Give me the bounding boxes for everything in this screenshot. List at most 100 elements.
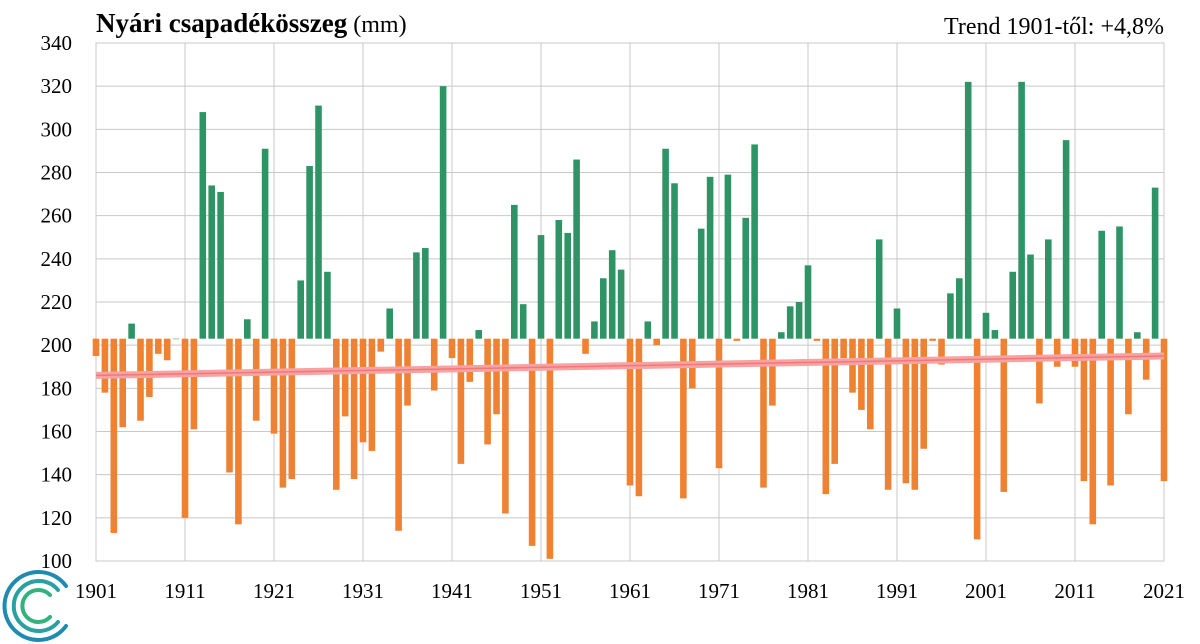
- trend-annotation: Trend 1901-től: +4,8%: [944, 14, 1164, 40]
- bar-1932: [368, 338, 376, 451]
- bar-1919: [252, 338, 260, 421]
- bar-1951: [537, 235, 545, 339]
- bar-1906: [137, 338, 144, 421]
- chart-title: Nyári csapadékösszeg (mm): [96, 8, 407, 38]
- x-tick-label-1971: 1971: [698, 579, 740, 603]
- bar-2014: [1098, 230, 1105, 339]
- bar-1939: [430, 338, 438, 391]
- bar-1922: [279, 338, 287, 488]
- plot-border: [95, 42, 1165, 562]
- bar-2005: [1018, 81, 1025, 339]
- bar-1958: [600, 278, 607, 339]
- bar-1959: [608, 250, 616, 339]
- bar-1995: [929, 338, 936, 341]
- y-tick-label-280: 280: [41, 161, 73, 185]
- bar-1918: [244, 319, 251, 339]
- y-tick-label-120: 120: [41, 506, 73, 530]
- y-tick-label-300: 300: [41, 117, 73, 141]
- x-tick-label-1951: 1951: [520, 579, 562, 603]
- y-tick-label-240: 240: [41, 247, 73, 271]
- bar-1991: [893, 308, 901, 339]
- bar-1941: [448, 338, 456, 359]
- bar-1978: [778, 332, 785, 339]
- bar-1972: [724, 174, 732, 339]
- y-axis-ticks: 100 120 140 160 180 200 220 240 260 280 300 320 340: [41, 31, 73, 573]
- bar-1929: [341, 338, 349, 417]
- bar-1942: [457, 338, 465, 464]
- bar-1998: [956, 278, 963, 339]
- bar-2017: [1125, 338, 1132, 415]
- bar-2008: [1045, 239, 1052, 339]
- x-tick-label-1961: 1961: [609, 579, 651, 603]
- bar-1904: [119, 338, 126, 428]
- bar-1977: [769, 338, 776, 406]
- bar-1953: [555, 219, 563, 339]
- bar-1945: [484, 338, 491, 445]
- y-tick-label-200: 200: [41, 333, 73, 357]
- bar-1974: [742, 217, 749, 339]
- bar-1933: [377, 338, 385, 352]
- bar-1913: [199, 112, 207, 339]
- x-tick-label-1921: 1921: [253, 579, 295, 603]
- bar-1966: [671, 183, 678, 339]
- bar-1916: [226, 338, 233, 473]
- bar-1988: [867, 338, 874, 430]
- bar-1973: [733, 338, 741, 341]
- bar-1935: [395, 338, 402, 531]
- bar-1986: [849, 338, 856, 393]
- bar-2002: [991, 330, 999, 339]
- bar-1993: [911, 338, 919, 490]
- bar-2021: [1160, 338, 1168, 482]
- bar-1908: [155, 338, 162, 354]
- bar-1940: [439, 86, 447, 339]
- bar-1964: [653, 338, 660, 346]
- bar-1969: [697, 228, 705, 339]
- bar-2018: [1134, 332, 1141, 339]
- bar-2003: [1000, 338, 1008, 492]
- x-tick-label-2011: 2011: [1054, 579, 1095, 603]
- x-tick-label-1931: 1931: [342, 579, 384, 603]
- bar-1909: [163, 338, 171, 361]
- bar-1979: [786, 306, 794, 339]
- y-tick-label-220: 220: [41, 290, 73, 314]
- x-tick-label-1901: 1901: [75, 579, 117, 603]
- bar-1970: [706, 176, 714, 339]
- logo-arc-inner: [20, 588, 52, 624]
- bar-1943: [466, 338, 474, 382]
- bar-1983: [822, 338, 830, 495]
- bar-series: [92, 81, 1168, 559]
- chart-title-text: Nyári csapadékösszeg: [96, 8, 348, 38]
- bar-1956: [582, 338, 589, 354]
- bar-1976: [760, 338, 767, 488]
- x-tick-label-2001: 2001: [965, 579, 1007, 603]
- bar-1985: [840, 338, 847, 359]
- bar-1947: [502, 338, 509, 514]
- x-tick-label-1991: 1991: [876, 579, 918, 603]
- bar-1924: [297, 280, 304, 339]
- bar-1996: [938, 338, 945, 365]
- bar-2007: [1036, 338, 1043, 404]
- x-axis-ticks: 1901 1911 1921 1931 1941 1951 1961 1971 1981 1991…: [75, 579, 1185, 603]
- bar-1928: [333, 338, 340, 490]
- y-tick-label-160: 160: [41, 420, 73, 444]
- trend-line-core: [95, 355, 1165, 377]
- bar-1948: [511, 204, 518, 339]
- logo-arc-middle: [11, 579, 60, 633]
- bar-1923: [288, 338, 296, 479]
- logo-arc-outer: [2, 570, 68, 642]
- bar-1965: [662, 148, 669, 339]
- bar-1946: [493, 338, 500, 415]
- chart-title-unit: (mm): [353, 12, 406, 38]
- logo: [2, 570, 68, 642]
- bar-1961: [626, 338, 634, 486]
- bar-1903: [110, 338, 118, 533]
- bar-2010: [1062, 140, 1070, 339]
- bar-1915: [217, 191, 224, 339]
- bar-1914: [208, 185, 215, 339]
- x-tick-label-1941: 1941: [431, 579, 473, 603]
- bar-2015: [1107, 338, 1114, 486]
- bar-2001: [982, 312, 990, 339]
- bar-1984: [831, 338, 838, 464]
- trend-line-group: [95, 352, 1165, 379]
